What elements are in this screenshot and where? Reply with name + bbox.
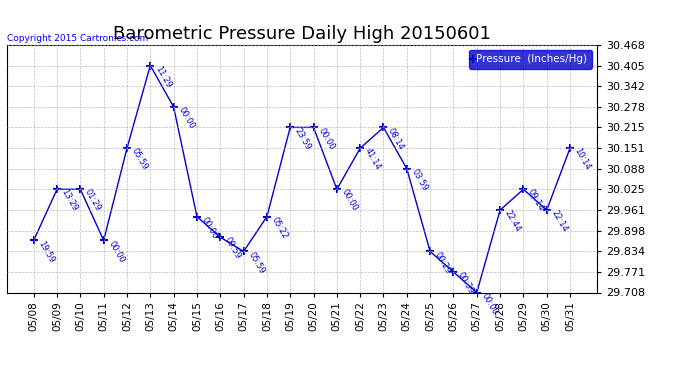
Text: 13:29: 13:29 bbox=[60, 188, 79, 213]
Text: 00:00: 00:00 bbox=[480, 291, 499, 316]
Pressure  (Inches/Hg) bbox=[542, 208, 551, 212]
Text: 00:29: 00:29 bbox=[433, 250, 453, 275]
Pressure  (Inches/Hg) bbox=[356, 146, 364, 150]
Pressure  (Inches/Hg) bbox=[380, 125, 388, 130]
Pressure  (Inches/Hg) bbox=[403, 166, 411, 171]
Text: 22:14: 22:14 bbox=[549, 209, 569, 234]
Pressure  (Inches/Hg) bbox=[123, 146, 131, 150]
Pressure  (Inches/Hg) bbox=[216, 235, 224, 239]
Pressure  (Inches/Hg) bbox=[333, 187, 341, 192]
Pressure  (Inches/Hg) bbox=[239, 249, 248, 254]
Line: Pressure  (Inches/Hg): Pressure (Inches/Hg) bbox=[30, 62, 574, 297]
Text: 19:59: 19:59 bbox=[37, 239, 56, 264]
Pressure  (Inches/Hg) bbox=[473, 290, 481, 295]
Text: 08:14: 08:14 bbox=[386, 126, 406, 151]
Pressure  (Inches/Hg) bbox=[566, 146, 574, 150]
Text: 00:00: 00:00 bbox=[177, 105, 196, 130]
Text: 00:00: 00:00 bbox=[339, 188, 359, 213]
Text: 11:29: 11:29 bbox=[153, 64, 172, 89]
Pressure  (Inches/Hg) bbox=[520, 187, 528, 192]
Pressure  (Inches/Hg) bbox=[99, 238, 108, 243]
Text: 00:39: 00:39 bbox=[456, 271, 476, 296]
Text: 00:00: 00:00 bbox=[106, 239, 126, 264]
Text: 09:59: 09:59 bbox=[223, 236, 243, 261]
Text: 10:14: 10:14 bbox=[573, 147, 593, 172]
Pressure  (Inches/Hg) bbox=[263, 214, 271, 219]
Text: 05:59: 05:59 bbox=[130, 147, 150, 172]
Text: 01:29: 01:29 bbox=[83, 188, 103, 213]
Title: Barometric Pressure Daily High 20150601: Barometric Pressure Daily High 20150601 bbox=[113, 26, 491, 44]
Pressure  (Inches/Hg) bbox=[449, 270, 457, 274]
Pressure  (Inches/Hg) bbox=[496, 208, 504, 212]
Text: Copyright 2015 Cartronics.com: Copyright 2015 Cartronics.com bbox=[7, 33, 148, 42]
Text: 03:59: 03:59 bbox=[410, 167, 429, 192]
Pressure  (Inches/Hg) bbox=[76, 187, 84, 192]
Text: 22:44: 22:44 bbox=[503, 209, 522, 234]
Pressure  (Inches/Hg) bbox=[426, 249, 434, 254]
Pressure  (Inches/Hg) bbox=[286, 125, 295, 130]
Text: 05:22: 05:22 bbox=[270, 215, 289, 240]
Pressure  (Inches/Hg) bbox=[193, 214, 201, 219]
Pressure  (Inches/Hg) bbox=[309, 125, 317, 130]
Text: 05:59: 05:59 bbox=[246, 250, 266, 275]
Text: 00:00: 00:00 bbox=[199, 215, 219, 240]
Pressure  (Inches/Hg) bbox=[53, 187, 61, 192]
Text: 41:14: 41:14 bbox=[363, 147, 383, 172]
Pressure  (Inches/Hg) bbox=[146, 63, 155, 68]
Text: 00:00: 00:00 bbox=[316, 126, 336, 151]
Legend: Pressure  (Inches/Hg): Pressure (Inches/Hg) bbox=[469, 50, 591, 69]
Text: 23:59: 23:59 bbox=[293, 126, 313, 151]
Text: 09:14: 09:14 bbox=[526, 188, 546, 213]
Pressure  (Inches/Hg) bbox=[30, 238, 38, 243]
Pressure  (Inches/Hg) bbox=[170, 105, 178, 109]
